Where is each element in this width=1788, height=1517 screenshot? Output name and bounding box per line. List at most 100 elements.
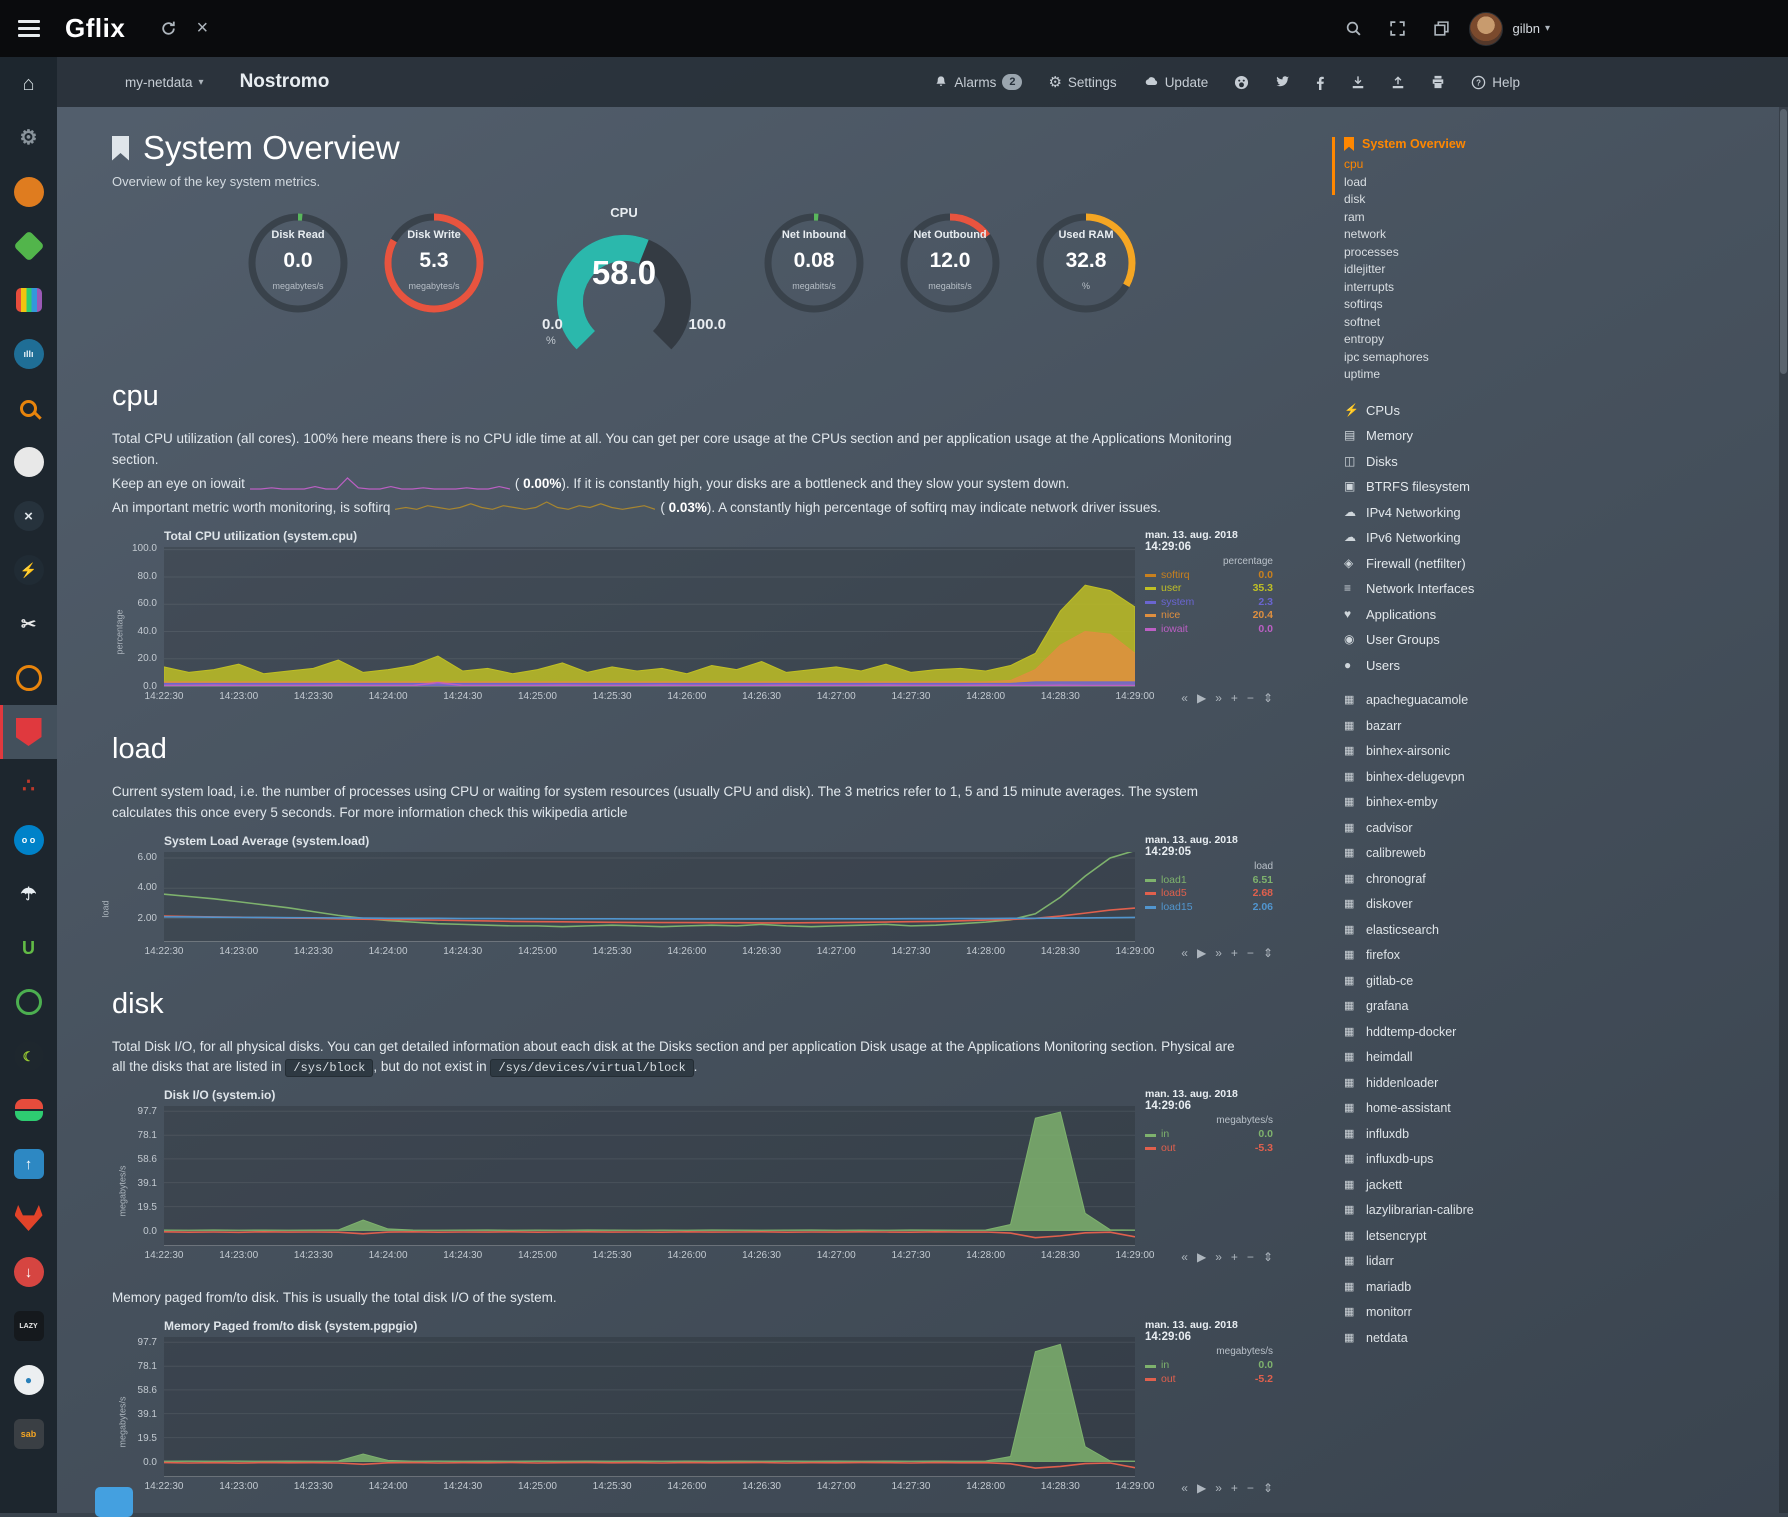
- toc-item-ipc-semaphores[interactable]: ipc semaphores: [1344, 349, 1788, 367]
- deluge-ring-app[interactable]: [0, 975, 57, 1029]
- chart-plot[interactable]: [164, 1106, 1135, 1246]
- toc-app-chronograf[interactable]: ▦chronograf: [1344, 867, 1788, 893]
- lazylibrarian-app[interactable]: LAZY: [0, 1299, 57, 1353]
- toc-app-bazarr[interactable]: ▦bazarr: [1344, 714, 1788, 740]
- avatar[interactable]: [1469, 12, 1503, 46]
- close-button[interactable]: ×: [185, 12, 219, 46]
- zoom-in-button[interactable]: +: [1231, 946, 1238, 960]
- thelounge-app[interactable]: ☾: [0, 1029, 57, 1083]
- cadvisor-app[interactable]: ✂: [0, 597, 57, 651]
- refresh-button[interactable]: [151, 12, 185, 46]
- ombi-app[interactable]: [0, 165, 57, 219]
- toc-app-grafana[interactable]: ▦grafana: [1344, 994, 1788, 1020]
- resize-handle-button[interactable]: ⇕: [1263, 946, 1273, 960]
- toc-section-btrfs-filesystem[interactable]: ▣BTRFS filesystem: [1344, 474, 1788, 500]
- zoom-out-button[interactable]: −: [1247, 1250, 1254, 1264]
- facebook-nav-item[interactable]: [1316, 75, 1325, 90]
- toc-section-user-groups[interactable]: ◉User Groups: [1344, 627, 1788, 653]
- chart-plot[interactable]: [164, 852, 1135, 942]
- tabs-icon[interactable]: [1425, 12, 1459, 46]
- emby-app[interactable]: [0, 219, 57, 273]
- unifi-app[interactable]: U: [0, 921, 57, 975]
- toc-app-home-assistant[interactable]: ▦home-assistant: [1344, 1096, 1788, 1122]
- toc-item-idlejitter[interactable]: idlejitter: [1344, 261, 1788, 279]
- toc-app-lidarr[interactable]: ▦lidarr: [1344, 1249, 1788, 1275]
- export-nav-item[interactable]: [1351, 75, 1365, 90]
- zoom-in-button[interactable]: +: [1231, 1250, 1238, 1264]
- toc-app-hiddenloader[interactable]: ▦hiddenloader: [1344, 1071, 1788, 1097]
- pan-backward-button[interactable]: «: [1181, 691, 1188, 705]
- menu-button[interactable]: [0, 0, 57, 57]
- duplicati-app[interactable]: ●: [0, 1353, 57, 1407]
- scrollbar-thumb[interactable]: [1780, 109, 1787, 374]
- toc-item-cpu[interactable]: cpu: [1344, 156, 1788, 174]
- github-nav-item[interactable]: [1234, 75, 1249, 90]
- toc-section-network-interfaces[interactable]: ≡Network Interfaces: [1344, 576, 1788, 602]
- toc-section-ipv4-networking[interactable]: ☁IPv4 Networking: [1344, 500, 1788, 526]
- print-nav-item[interactable]: [1431, 75, 1445, 89]
- legend-out[interactable]: out-5.2: [1145, 1373, 1273, 1387]
- toc-app-apacheguacamole[interactable]: ▦apacheguacamole: [1344, 688, 1788, 714]
- toc-section-disks[interactable]: ◫Disks: [1344, 449, 1788, 475]
- toc-app-firefox[interactable]: ▦firefox: [1344, 943, 1788, 969]
- pan-backward-button[interactable]: «: [1181, 946, 1188, 960]
- help-nav-item[interactable]: ?Help: [1471, 75, 1520, 90]
- legend-out[interactable]: out-5.3: [1145, 1142, 1273, 1156]
- jellyfish-app-app[interactable]: ☂: [0, 867, 57, 921]
- toc-app-diskover[interactable]: ▦diskover: [1344, 892, 1788, 918]
- toc-app-jackett[interactable]: ▦jackett: [1344, 1173, 1788, 1199]
- search-icon[interactable]: [1337, 12, 1371, 46]
- twitter-nav-item[interactable]: [1275, 76, 1290, 89]
- toc-scrollbar[interactable]: [1779, 107, 1788, 1513]
- portainer-app[interactable]: ↑: [0, 1137, 57, 1191]
- toc-app-influxdb[interactable]: ▦influxdb: [1344, 1122, 1788, 1148]
- play-button[interactable]: ▶: [1197, 946, 1206, 960]
- toc-app-hddtemp-docker[interactable]: ▦hddtemp-docker: [1344, 1020, 1788, 1046]
- toc-item-interrupts[interactable]: interrupts: [1344, 279, 1788, 297]
- zoom-out-button[interactable]: −: [1247, 1481, 1254, 1495]
- zoom-in-button[interactable]: +: [1231, 1481, 1238, 1495]
- sabnzbd-app[interactable]: sab: [0, 1407, 57, 1461]
- zoom-in-button[interactable]: +: [1231, 691, 1238, 705]
- home-app[interactable]: ⌂: [0, 57, 57, 111]
- toc-item-uptime[interactable]: uptime: [1344, 366, 1788, 384]
- toc-system-overview[interactable]: System Overview: [1344, 137, 1788, 151]
- toc-app-binhex-delugevpn[interactable]: ▦binhex-delugevpn: [1344, 765, 1788, 791]
- settings-nav-item[interactable]: ⚙Settings: [1048, 73, 1116, 91]
- calibre-web-app[interactable]: [0, 273, 57, 327]
- toc-app-cadvisor[interactable]: ▦cadvisor: [1344, 816, 1788, 842]
- zoom-out-button[interactable]: −: [1247, 691, 1254, 705]
- flash-app-app[interactable]: ⚡: [0, 543, 57, 597]
- fullscreen-icon[interactable]: [1381, 12, 1415, 46]
- organizr-app[interactable]: ×: [0, 489, 57, 543]
- toc-app-calibreweb[interactable]: ▦calibreweb: [1344, 841, 1788, 867]
- resize-handle-button[interactable]: ⇕: [1263, 691, 1273, 705]
- toc-item-softirqs[interactable]: softirqs: [1344, 296, 1788, 314]
- toc-app-influxdb-ups[interactable]: ▦influxdb-ups: [1344, 1147, 1788, 1173]
- toc-item-disk[interactable]: disk: [1344, 191, 1788, 209]
- toc-section-firewall-netfilter-[interactable]: ◈Firewall (netfilter): [1344, 551, 1788, 577]
- gitlab-app[interactable]: [0, 1191, 57, 1245]
- toc-app-gitlab-ce[interactable]: ▦gitlab-ce: [1344, 969, 1788, 995]
- pan-backward-button[interactable]: «: [1181, 1481, 1188, 1495]
- toc-section-cpus[interactable]: ⚡CPUs: [1344, 398, 1788, 424]
- toc-app-elasticsearch[interactable]: ▦elasticsearch: [1344, 918, 1788, 944]
- krusader-app[interactable]: ∴: [0, 759, 57, 813]
- play-button[interactable]: ▶: [1197, 1250, 1206, 1264]
- bazarr-app[interactable]: [0, 435, 57, 489]
- toc-item-softnet[interactable]: softnet: [1344, 314, 1788, 332]
- toc-app-letsencrypt[interactable]: ▦letsencrypt: [1344, 1224, 1788, 1250]
- toc-section-users[interactable]: ●Users: [1344, 653, 1788, 679]
- nextcloud-app[interactable]: o o: [0, 813, 57, 867]
- toc-item-processes[interactable]: processes: [1344, 244, 1788, 262]
- toc-app-monitorr[interactable]: ▦monitorr: [1344, 1300, 1788, 1326]
